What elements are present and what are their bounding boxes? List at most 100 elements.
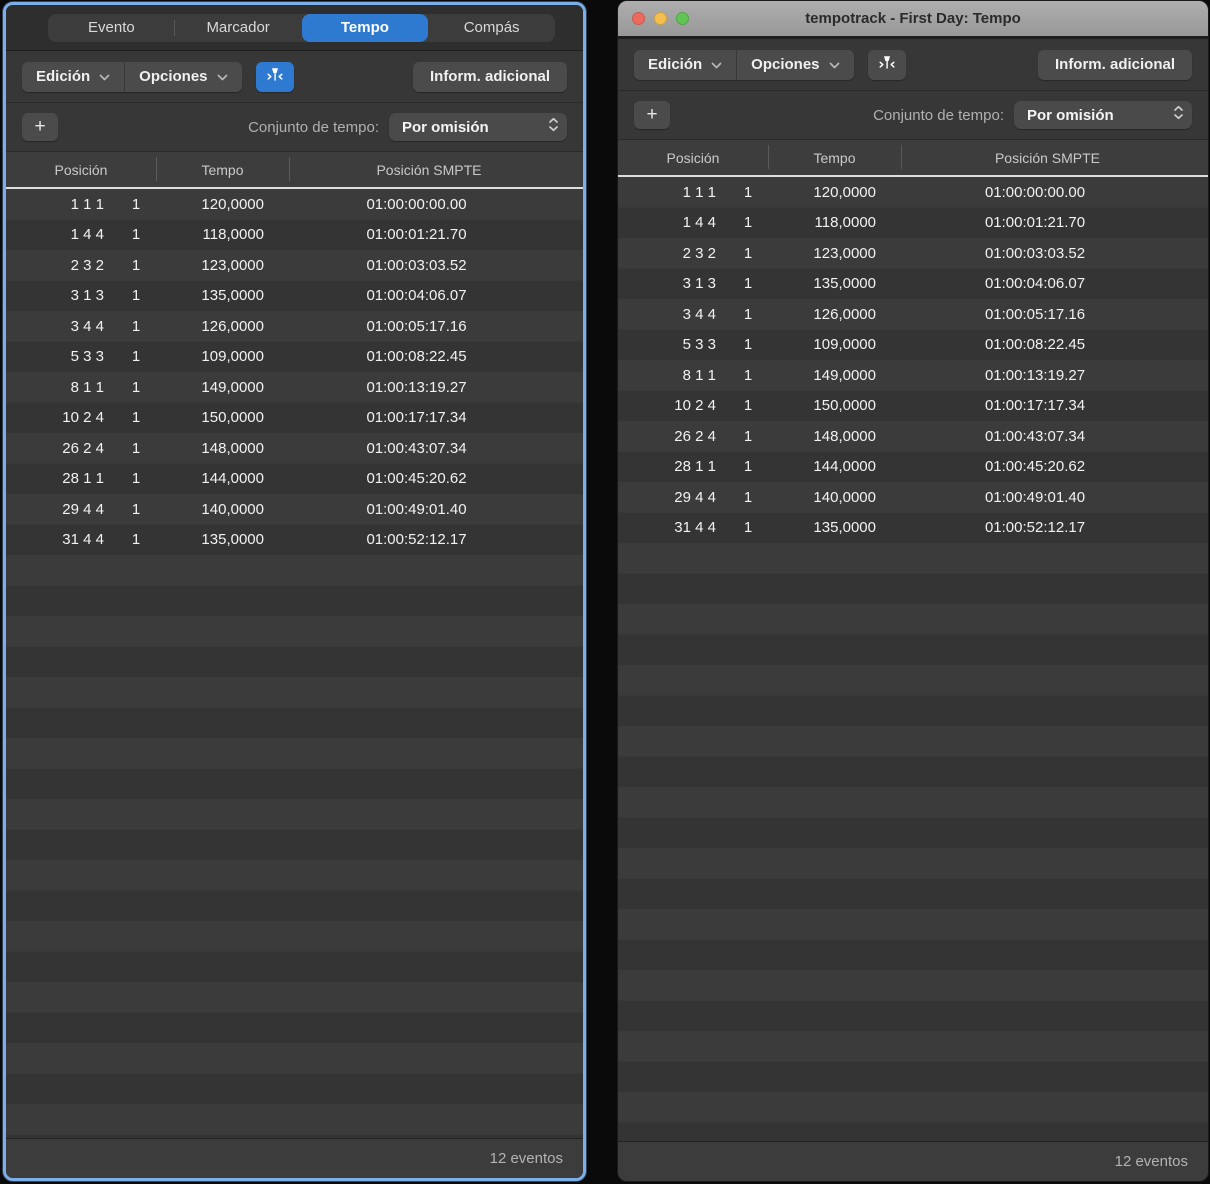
table-row[interactable]: 8 1 1 1 149,0000 01:00:13:19.27 (6, 372, 583, 403)
cell-tempo[interactable]: 135,0000 (201, 287, 264, 305)
table-row[interactable]: 2 3 2 1 123,0000 01:00:03:03.52 (6, 250, 583, 281)
cell-subdivision[interactable]: 1 (131, 439, 141, 457)
table-row[interactable]: 1 1 1 1 120,0000 01:00:00:00.00 (618, 177, 1208, 208)
cell-position[interactable]: 29 4 4 (674, 488, 716, 506)
table-row[interactable]: 1 4 4 1 118,0000 01:00:01:21.70 (618, 208, 1208, 239)
cell-tempo[interactable]: 144,0000 (201, 470, 264, 488)
table-row[interactable]: 29 4 4 1 140,0000 01:00:49:01.40 (618, 482, 1208, 513)
cell-position[interactable]: 1 4 4 (70, 226, 104, 244)
cell-smpte[interactable]: 01:00:04:06.07 (984, 275, 1086, 293)
tab-evento[interactable]: Evento (48, 14, 175, 42)
tempo-set-popup[interactable]: Por omisión (389, 113, 567, 141)
cell-smpte[interactable]: 01:00:13:19.27 (984, 366, 1086, 384)
cell-position[interactable]: 5 3 3 (70, 348, 104, 366)
table-row[interactable]: 1 4 4 1 118,0000 01:00:01:21.70 (6, 220, 583, 251)
table-row[interactable]: 5 3 3 1 109,0000 01:00:08:22.45 (618, 330, 1208, 361)
cell-subdivision[interactable]: 1 (131, 409, 141, 427)
additional-info-button[interactable]: Inform. adicional (1037, 49, 1192, 80)
cell-smpte[interactable]: 01:00:01:21.70 (366, 226, 467, 244)
cell-position[interactable]: 3 4 4 (70, 317, 104, 335)
cell-subdivision[interactable]: 1 (131, 317, 141, 335)
cell-smpte[interactable]: 01:00:17:17.34 (366, 409, 467, 427)
cell-smpte[interactable]: 01:00:03:03.52 (366, 256, 467, 274)
cell-position[interactable]: 2 3 2 (70, 256, 104, 274)
cell-tempo[interactable]: 120,0000 (201, 195, 264, 213)
additional-info-button[interactable]: Inform. adicional (412, 61, 567, 92)
cell-tempo[interactable]: 123,0000 (201, 256, 264, 274)
table-row[interactable]: 8 1 1 1 149,0000 01:00:13:19.27 (618, 360, 1208, 391)
table-row[interactable]: 3 4 4 1 126,0000 01:00:05:17.16 (6, 311, 583, 342)
cell-subdivision[interactable]: 1 (131, 256, 141, 274)
cell-smpte[interactable]: 01:00:05:17.16 (984, 305, 1086, 323)
tab-tempo[interactable]: Tempo (301, 13, 429, 42)
cell-subdivision[interactable]: 1 (131, 195, 141, 213)
cell-position[interactable]: 10 2 4 (674, 397, 716, 415)
column-header-smpte[interactable]: Posición SMPTE (376, 161, 482, 178)
cell-subdivision[interactable]: 1 (743, 519, 753, 537)
table-row[interactable]: 26 2 4 1 148,0000 01:00:43:07.34 (6, 433, 583, 464)
cell-subdivision[interactable]: 1 (743, 214, 753, 232)
table-row[interactable]: 3 1 3 1 135,0000 01:00:04:06.07 (618, 269, 1208, 300)
cell-tempo[interactable]: 120,0000 (813, 183, 876, 201)
cell-tempo[interactable]: 126,0000 (201, 317, 264, 335)
cell-tempo[interactable]: 135,0000 (813, 275, 876, 293)
window-titlebar[interactable]: tempotrack - First Day: Tempo (618, 1, 1208, 39)
cell-tempo[interactable]: 135,0000 (813, 519, 876, 537)
cell-position[interactable]: 3 1 3 (682, 275, 716, 293)
cell-smpte[interactable]: 01:00:43:07.34 (366, 439, 467, 457)
cell-subdivision[interactable]: 1 (743, 366, 753, 384)
column-header-position[interactable]: Posición (666, 149, 720, 166)
cell-smpte[interactable]: 01:00:00:00.00 (984, 183, 1086, 201)
table-row[interactable]: 10 2 4 1 150,0000 01:00:17:17.34 (618, 391, 1208, 422)
edit-menu-button[interactable]: Edición (22, 62, 124, 92)
cell-subdivision[interactable]: 1 (743, 336, 753, 354)
cell-smpte[interactable]: 01:00:49:01.40 (366, 500, 467, 518)
table-row[interactable]: 3 4 4 1 126,0000 01:00:05:17.16 (618, 299, 1208, 330)
options-menu-button[interactable]: Opciones (125, 62, 241, 92)
cell-position[interactable]: 3 1 3 (70, 287, 104, 305)
cell-position[interactable]: 29 4 4 (62, 500, 104, 518)
zoom-button[interactable] (676, 12, 689, 25)
column-header-position[interactable]: Posición (54, 161, 108, 178)
table-row[interactable]: 5 3 3 1 109,0000 01:00:08:22.45 (6, 342, 583, 373)
table-row[interactable]: 2 3 2 1 123,0000 01:00:03:03.52 (618, 238, 1208, 269)
cell-tempo[interactable]: 109,0000 (813, 336, 876, 354)
column-header-smpte[interactable]: Posición SMPTE (994, 149, 1101, 166)
table-row[interactable]: 28 1 1 1 144,0000 01:00:45:20.62 (6, 464, 583, 495)
cell-position[interactable]: 31 4 4 (674, 519, 716, 537)
table-row[interactable]: 3 1 3 1 135,0000 01:00:04:06.07 (6, 281, 583, 312)
tab-marcador[interactable]: Marcador (206, 19, 270, 36)
cell-smpte[interactable]: 01:00:13:19.27 (366, 378, 467, 396)
cell-subdivision[interactable]: 1 (743, 305, 753, 323)
close-button[interactable] (632, 12, 645, 25)
cell-position[interactable]: 26 2 4 (674, 427, 716, 445)
cell-smpte[interactable]: 01:00:01:21.70 (984, 214, 1086, 232)
table-row[interactable]: 31 4 4 1 135,0000 01:00:52:12.17 (6, 525, 583, 556)
edit-menu-button[interactable]: Edición (634, 50, 736, 80)
cell-tempo[interactable]: 118,0000 (202, 226, 264, 244)
cell-position[interactable]: 26 2 4 (62, 439, 104, 457)
cell-tempo[interactable]: 140,0000 (813, 488, 876, 506)
cell-subdivision[interactable]: 1 (743, 397, 753, 415)
cell-subdivision[interactable]: 1 (131, 348, 141, 366)
cell-tempo[interactable]: 149,0000 (201, 378, 264, 396)
table-row[interactable]: 1 1 1 1 120,0000 01:00:00:00.00 (6, 189, 583, 220)
add-tempo-event-button[interactable]: + (634, 101, 670, 129)
cell-position[interactable]: 8 1 1 (70, 378, 104, 396)
cell-smpte[interactable]: 01:00:08:22.45 (366, 348, 467, 366)
cell-subdivision[interactable]: 1 (131, 378, 141, 396)
table-row[interactable]: 10 2 4 1 150,0000 01:00:17:17.34 (6, 403, 583, 434)
cell-tempo[interactable]: 140,0000 (201, 500, 264, 518)
cell-tempo[interactable]: 148,0000 (813, 427, 876, 445)
cell-subdivision[interactable]: 1 (743, 244, 753, 262)
cell-position[interactable]: 10 2 4 (62, 409, 104, 427)
cell-subdivision[interactable]: 1 (131, 287, 141, 305)
cell-position[interactable]: 2 3 2 (682, 244, 716, 262)
options-menu-button[interactable]: Opciones (737, 50, 853, 80)
cell-smpte[interactable]: 01:00:43:07.34 (984, 427, 1086, 445)
preserve-smpte-position-button[interactable] (255, 61, 294, 92)
cell-tempo[interactable]: 135,0000 (201, 531, 264, 549)
cell-smpte[interactable]: 01:00:45:20.62 (984, 458, 1086, 476)
cell-smpte[interactable]: 01:00:08:22.45 (984, 336, 1086, 354)
cell-position[interactable]: 1 4 4 (682, 214, 716, 232)
